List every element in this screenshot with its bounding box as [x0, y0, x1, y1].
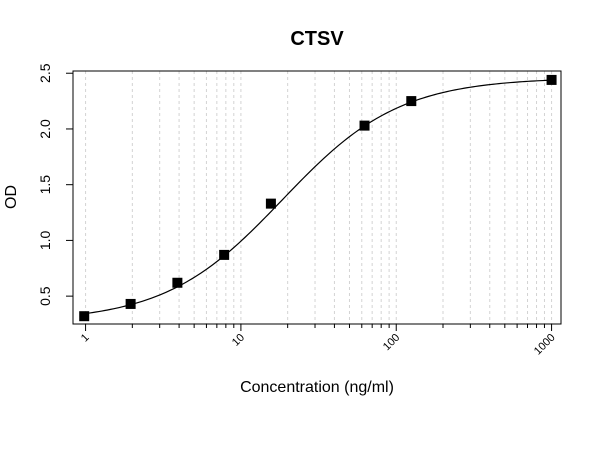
data-point — [172, 277, 183, 288]
y-tick-label: 2.5 — [37, 63, 53, 83]
grid-layer — [85, 71, 553, 324]
x-tick-label: 1 — [79, 332, 92, 345]
data-point — [125, 298, 136, 309]
y-axis-label: OD — [3, 185, 20, 209]
y-tick-label: 1.5 — [37, 175, 53, 195]
chart-title: CTSV — [290, 28, 344, 50]
fit-curve — [84, 79, 552, 315]
data-point — [219, 249, 230, 260]
y-tick-label: 1.0 — [37, 230, 53, 250]
plot-frame — [72, 70, 562, 325]
y-tick-label: 2.0 — [37, 119, 53, 139]
points-layer — [79, 74, 557, 322]
data-point — [406, 96, 417, 107]
x-axis-label: Concentration (ng/ml) — [240, 379, 394, 396]
x-tick-label: 100 — [381, 332, 402, 353]
data-point — [265, 198, 276, 209]
y-tick-label: 0.5 — [37, 286, 53, 306]
data-point — [79, 311, 90, 322]
x-tick-label: 10 — [230, 332, 247, 349]
axis-layer: 0.5 1.0 1.5 2.0 2.5 1 10 100 1000 — [37, 63, 558, 357]
x-tick-label: 1000 — [532, 332, 558, 358]
data-point — [546, 74, 557, 85]
curve-layer — [84, 79, 552, 315]
data-point — [359, 120, 370, 131]
